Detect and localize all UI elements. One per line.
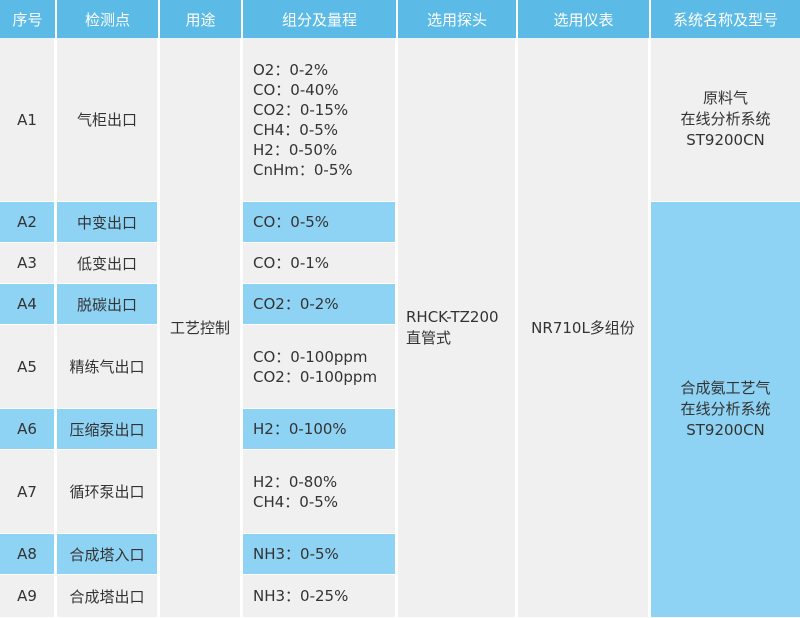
row-id: A3 [0,243,57,284]
header-point: 检测点 [57,0,160,38]
component-line: CnHm：0-5% [253,160,353,179]
row-components: O2：0-2% CO：0-40% CO2：0-15% CH4：0-5% H2：0… [243,38,398,202]
probe-type: 直管式 [406,328,452,347]
header-probe: 选用探头 [398,0,518,38]
header-id: 序号 [0,0,57,38]
component-line: NH3：0-25% [253,587,349,605]
component-line: CO：0-100ppm [253,347,368,366]
instrument-cell: NR710L多组份 [518,38,651,618]
header-usage: 用途 [160,0,243,38]
header-system: 系统名称及型号 [651,0,800,38]
component-line: H2：0-100% [253,420,347,438]
row-id: A1 [0,38,57,202]
component-line: CO：0-40% [253,80,339,99]
component-line: O2：0-2% [253,60,329,79]
system-line: 在线分析系统 [680,110,771,128]
row-components: NH3：0-5% [243,534,398,575]
header-components: 组分及量程 [243,0,398,38]
row-components: H2：0-100% [243,409,398,450]
system-cell-raw-gas: 原料气 在线分析系统 ST9200CN [651,38,800,202]
row-id: A8 [0,534,57,575]
component-line: CH4：0-5% [253,492,339,511]
row-point: 中变出口 [57,202,160,243]
probe-model: RHCK-TZ200 [406,307,499,326]
row-point: 气柜出口 [57,38,160,202]
row-point: 合成塔出口 [57,575,160,618]
system-line: ST9200CN [686,131,765,149]
row-id: A7 [0,450,57,534]
row-point: 精练气出口 [57,325,160,409]
component-line: CO2：0-15% [253,100,349,119]
system-line: 在线分析系统 [680,400,771,418]
row-components: NH3：0-25% [243,575,398,618]
component-line: NH3：0-5% [253,545,339,563]
row-components: CO2：0-2% [243,284,398,325]
row-components: CO：0-100ppm CO2：0-100ppm [243,325,398,409]
component-line: H2：0-80% [253,472,338,491]
row-point: 脱碳出口 [57,284,160,325]
usage-cell: 工艺控制 [160,38,243,618]
row-components: CO：0-1% [243,243,398,284]
component-line: CO：0-5% [253,213,330,231]
row-id: A5 [0,325,57,409]
row-components: H2：0-80% CH4：0-5% [243,450,398,534]
row-point: 低变出口 [57,243,160,284]
row-id: A9 [0,575,57,618]
row-point: 循环泵出口 [57,450,160,534]
component-line: CH4：0-5% [253,120,339,139]
component-line: CO：0-1% [253,254,330,272]
row-id: A6 [0,409,57,450]
row-id: A4 [0,284,57,325]
row-id: A2 [0,202,57,243]
component-line: H2：0-50% [253,140,338,159]
system-line: ST9200CN [686,421,765,439]
row-point: 压缩泵出口 [57,409,160,450]
system-line: 原料气 [702,89,748,107]
header-instrument: 选用仪表 [518,0,651,38]
system-line: 合成氨工艺气 [680,379,771,397]
component-line: CO2：0-100ppm [253,367,378,386]
row-components: CO：0-5% [243,202,398,243]
system-cell-ammonia: 合成氨工艺气 在线分析系统 ST9200CN [651,202,800,618]
probe-cell: RHCK-TZ200 直管式 [398,38,518,618]
row-point: 合成塔入口 [57,534,160,575]
component-line: CO2：0-2% [253,295,339,313]
